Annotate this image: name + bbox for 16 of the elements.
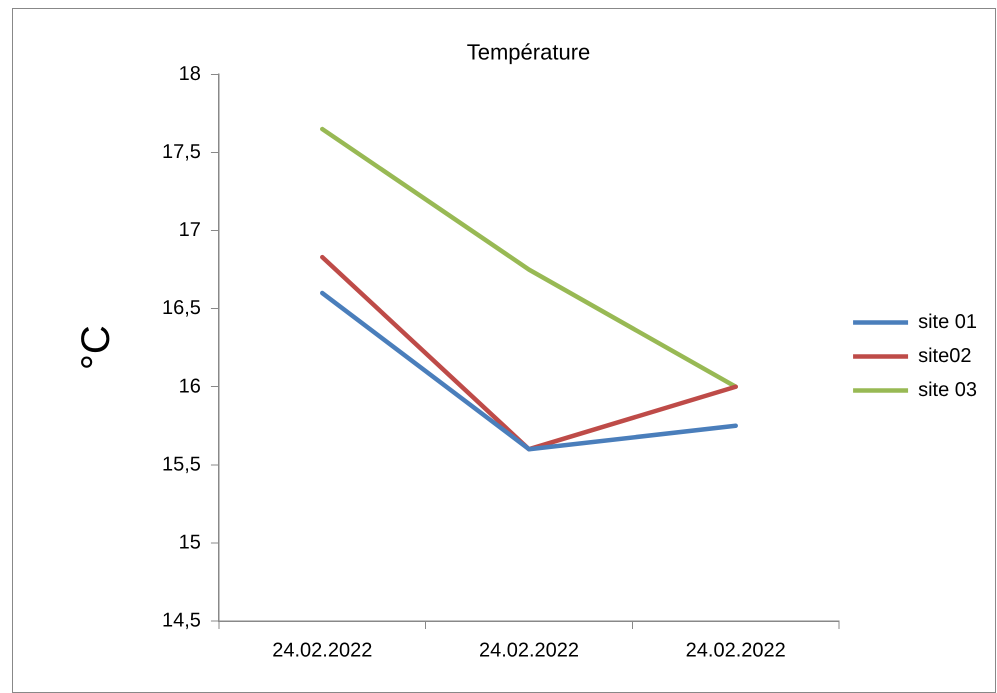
y-axis-title: °C bbox=[74, 325, 118, 370]
chart-title: Température bbox=[466, 39, 590, 64]
y-tick-label: 17 bbox=[178, 219, 201, 242]
y-tick-label: 14,5 bbox=[162, 610, 201, 632]
legend-label: site02 bbox=[918, 345, 972, 368]
legend-label: site 01 bbox=[918, 311, 978, 334]
y-tick-label: 15,5 bbox=[162, 453, 201, 476]
y-tick-label: 18 bbox=[178, 62, 201, 85]
y-tick-label: 15 bbox=[178, 531, 201, 554]
y-tick-label: 16,5 bbox=[162, 297, 201, 320]
legend-label: site 03 bbox=[918, 379, 978, 402]
x-tick-label: 24.02.2022 bbox=[478, 640, 580, 662]
x-tick-label: 24.02.2022 bbox=[686, 640, 786, 662]
y-tick-label: 16 bbox=[178, 375, 201, 398]
x-tick-label: 24.02.2022 bbox=[272, 640, 372, 662]
y-tick-label: 17,5 bbox=[162, 141, 201, 163]
